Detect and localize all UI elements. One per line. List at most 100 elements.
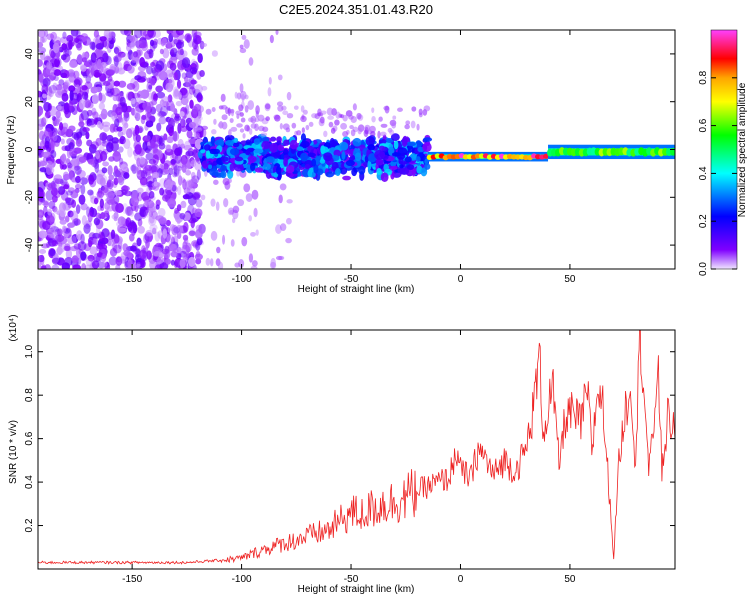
spectrogram-cell bbox=[131, 92, 141, 99]
spectrogram-cell bbox=[243, 183, 251, 193]
spectrogram-cell bbox=[245, 139, 251, 145]
spectrogram-cell bbox=[55, 234, 65, 243]
spectrogram-cell bbox=[205, 257, 211, 266]
spectrogram-cell bbox=[93, 217, 101, 226]
spectrogram-cell bbox=[234, 156, 244, 162]
spectrogram-cell bbox=[232, 142, 240, 148]
spectrogram-cell bbox=[405, 145, 414, 153]
spectrogram-cell bbox=[319, 158, 326, 164]
spectrogram-cell bbox=[210, 198, 216, 207]
spectrogram-cell bbox=[96, 252, 103, 258]
spectrogram-cell bbox=[115, 106, 123, 116]
spectrogram-cell bbox=[205, 108, 212, 115]
spectrogram-cell bbox=[351, 167, 358, 177]
spectrogram-cell bbox=[270, 257, 276, 268]
spectrogram-cell bbox=[70, 190, 79, 199]
spectrogram-cell bbox=[79, 36, 87, 43]
colorbar-ticks: 0.0 0.2 0.4 0.6 0.8 bbox=[698, 70, 737, 276]
spectrogram-cell bbox=[134, 144, 142, 155]
spectrogram-cell bbox=[424, 158, 429, 165]
spectrogram-cell bbox=[95, 42, 104, 50]
spectrogram-cell bbox=[51, 240, 59, 247]
spectrogram-cell bbox=[127, 146, 133, 158]
spectrogram-cell bbox=[125, 206, 134, 216]
spectrogram-cell bbox=[543, 153, 550, 159]
spectrogram-cell bbox=[120, 188, 127, 195]
spectrogram-cell bbox=[367, 144, 376, 151]
spectrogram-y-label: Frequency (Hz) bbox=[6, 116, 17, 185]
spectrogram-cell bbox=[63, 183, 70, 190]
spectrogram-cell bbox=[81, 262, 87, 269]
spectrogram-cell bbox=[239, 128, 245, 133]
spectrogram-cell bbox=[230, 239, 235, 247]
spectrogram-cell bbox=[96, 58, 102, 70]
spectrogram-cell bbox=[68, 60, 78, 68]
spectrogram-cell bbox=[173, 248, 179, 254]
spectrogram-cell bbox=[308, 121, 314, 127]
spectrogram-cell bbox=[406, 141, 416, 147]
spectrogram-cell bbox=[87, 189, 94, 196]
spectrogram-cell bbox=[50, 226, 60, 233]
spectrogram-cell bbox=[170, 259, 176, 266]
spectrogram-cell bbox=[424, 163, 431, 170]
spectrogram-cell bbox=[163, 162, 169, 171]
spectrogram-cell bbox=[74, 165, 80, 171]
spectrogram-cell bbox=[38, 211, 42, 219]
spectrogram-cell bbox=[134, 112, 141, 122]
spectrogram-cell bbox=[300, 115, 307, 123]
spectrogram-cell bbox=[300, 105, 305, 113]
spectrogram-cell bbox=[285, 165, 295, 174]
spectrogram-cell bbox=[342, 114, 348, 122]
spectrogram-cell bbox=[136, 237, 142, 247]
spectrogram-cell bbox=[328, 121, 334, 128]
spectrogram-cell bbox=[60, 72, 68, 79]
spectrogram-cell bbox=[61, 43, 67, 51]
spectrogram-cell bbox=[341, 151, 346, 160]
spectrogram-cell bbox=[253, 138, 261, 145]
spectrogram-cell bbox=[211, 129, 217, 135]
spectrogram-cell bbox=[159, 105, 168, 117]
spectrogram-cell bbox=[144, 112, 153, 122]
spectrogram-cell bbox=[289, 139, 298, 150]
spectrogram-cell bbox=[143, 209, 153, 218]
spectrogram-cell bbox=[173, 71, 179, 81]
spectrogram-cell bbox=[49, 52, 57, 60]
spectrogram-cell bbox=[186, 130, 193, 139]
spectrogram-cell bbox=[42, 220, 51, 231]
spectrogram-cell bbox=[182, 241, 188, 250]
spectrogram-cell bbox=[154, 264, 163, 269]
spectrogram-cell bbox=[229, 118, 234, 123]
spectrogram-cell bbox=[159, 48, 164, 55]
spectrogram-panel: -150 -100 -50 0 50 -40 -20 0 20 40 Height of str… bbox=[6, 29, 676, 295]
spectrogram-cell bbox=[54, 117, 61, 124]
spectrogram-cell bbox=[380, 123, 388, 128]
spectrogram-cell bbox=[195, 241, 201, 251]
spectrogram-cell bbox=[161, 248, 170, 255]
colorbar-label: Normalized spectral amplitude bbox=[737, 82, 748, 217]
spectrogram-cell bbox=[75, 84, 81, 94]
spectrogram-cell bbox=[265, 116, 270, 122]
spectrogram-cell bbox=[97, 261, 106, 269]
spectrogram-cell bbox=[152, 144, 158, 154]
spectrogram-cell bbox=[227, 170, 234, 179]
snr-y-tick-label: 0.8 bbox=[24, 388, 35, 402]
spectrogram-cell bbox=[146, 81, 153, 93]
spectrogram-cell bbox=[122, 243, 129, 252]
spectrogram-cell bbox=[405, 120, 411, 125]
spectrogram-cell bbox=[156, 37, 164, 45]
spectrogram-cell bbox=[65, 248, 73, 260]
spectrogram-cell bbox=[244, 124, 250, 132]
spectrogram-x-tick-label: 0 bbox=[458, 274, 464, 285]
spectrogram-cell bbox=[185, 104, 190, 115]
spectrogram-cell bbox=[211, 107, 216, 112]
spectrogram-cell bbox=[106, 199, 116, 206]
spectrogram-cell bbox=[418, 151, 424, 158]
spectrogram-cell bbox=[78, 156, 87, 163]
spectrogram-cell bbox=[334, 119, 340, 126]
spectrogram-cell bbox=[107, 165, 113, 176]
spectrogram-cell bbox=[282, 110, 289, 116]
spectrogram-cell bbox=[136, 164, 142, 175]
snr-frame bbox=[37, 329, 676, 570]
spectrogram-cell bbox=[214, 139, 225, 146]
spectrogram-cell bbox=[285, 237, 292, 244]
